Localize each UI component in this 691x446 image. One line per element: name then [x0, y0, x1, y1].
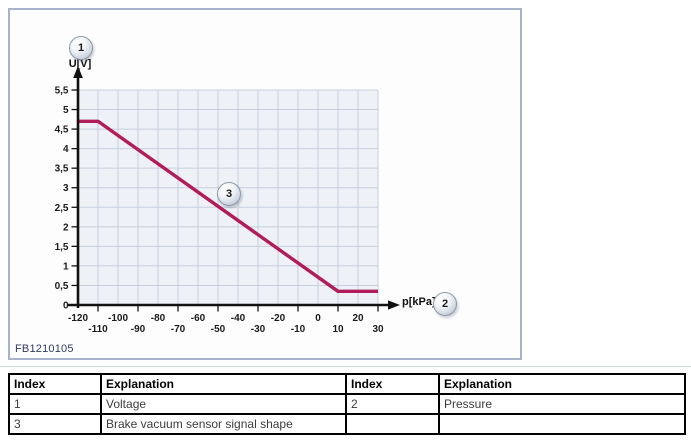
x-tick-label: -60 — [191, 313, 206, 324]
legend-cell: Brake vacuum sensor signal shape — [100, 413, 347, 435]
legend-header-cell: Index — [345, 373, 440, 395]
y-tick-label: 3,5 — [55, 164, 69, 175]
y-axis-arrow — [73, 66, 83, 78]
legend-row: 3 Brake vacuum sensor signal shape — [8, 413, 686, 435]
y-tick-label: 1,5 — [55, 242, 69, 253]
x-tick-label: -20 — [271, 313, 286, 324]
y-tick-label: 4,5 — [55, 125, 69, 136]
callout-1-voltage: 1 — [69, 36, 93, 60]
y-axis-label: U[V] — [68, 58, 92, 70]
page-divider — [0, 366, 691, 367]
legend-header-cell: Explanation — [100, 373, 347, 395]
legend-cell — [345, 413, 440, 435]
legend-cell: 2 — [345, 393, 440, 415]
legend-header-cell: Explanation — [438, 373, 686, 395]
x-tick-label: -30 — [251, 324, 266, 335]
callout-2-pressure: 2 — [433, 292, 457, 316]
x-tick-label: -10 — [291, 324, 306, 335]
y-tick-label: 5 — [63, 105, 69, 116]
y-tick-label: 5,5 — [55, 86, 69, 97]
legend-cell: 1 — [8, 393, 102, 415]
sensor-chart-svg: 00,511,522,533,544,555,5-120-110-100-90-… — [55, 66, 400, 335]
y-tick-label: 4 — [63, 144, 69, 155]
callout-2-number: 2 — [441, 298, 449, 310]
x-tick-label: -110 — [88, 324, 108, 335]
callout-3-signal-shape: 3 — [217, 182, 241, 206]
legend-header-cell: Index — [8, 373, 102, 395]
x-axis-label: p[kPa] — [402, 296, 436, 308]
legend-table: Index Explanation Index Explanation 1 Voltage… — [8, 373, 686, 435]
x-tick-label: 10 — [332, 324, 344, 335]
figure-id: FB1210105 — [15, 343, 74, 355]
legend-header-row: Index Explanation Index Explanation — [8, 373, 686, 395]
x-tick-label: 30 — [372, 324, 384, 335]
signal-curve — [78, 119, 378, 294]
x-tick-label: 20 — [352, 313, 364, 324]
y-tick-label: 2,5 — [55, 203, 69, 214]
legend-cell: Pressure — [438, 393, 686, 415]
x-axis-arrow — [388, 300, 400, 310]
y-tick-label: 1 — [63, 261, 69, 272]
legend-cell — [438, 413, 686, 435]
y-tick-label: 3 — [63, 183, 69, 194]
y-tick-label: 2 — [63, 222, 69, 233]
y-tick-label: 0 — [63, 301, 69, 312]
x-tick-label: -70 — [171, 324, 186, 335]
legend-cell: Voltage — [100, 393, 347, 415]
callout-3-number: 3 — [225, 188, 233, 200]
x-tick-label: -50 — [211, 324, 226, 335]
callout-1-number: 1 — [77, 42, 85, 54]
figure-frame: 0 0,5 1 1,5 2 2,5 3 3,5 4 4,5 5 5,5 -120 -110 -100 -90-… — [8, 8, 522, 360]
legend-cell: 3 — [8, 413, 102, 435]
y-tick-label: 0,5 — [55, 281, 69, 292]
x-tick-label: -80 — [151, 313, 166, 324]
x-tick-label: -90 — [131, 324, 146, 335]
x-tick-label: -120 — [68, 313, 88, 324]
x-tick-label: -100 — [108, 313, 128, 324]
x-tick-label: -40 — [231, 313, 246, 324]
legend-row: 1 Voltage 2 Pressure — [8, 393, 686, 415]
x-tick-label: 0 — [315, 313, 321, 324]
